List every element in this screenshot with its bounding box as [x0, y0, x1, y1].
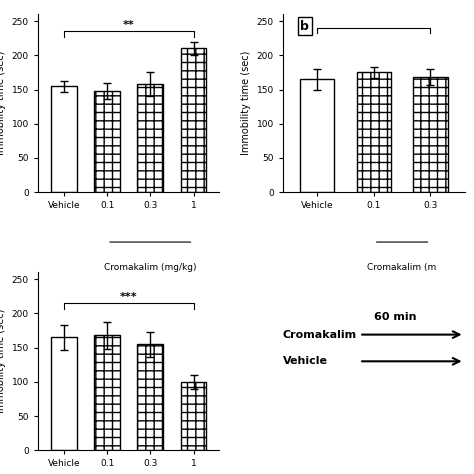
Text: Cromakalim (m: Cromakalim (m [367, 264, 437, 273]
Bar [300, 79, 334, 192]
Bar [94, 91, 120, 192]
Text: b: b [301, 19, 309, 33]
Text: ***: *** [120, 292, 137, 302]
Bar [51, 337, 77, 450]
Bar [181, 382, 207, 450]
Bar [94, 335, 120, 450]
Bar [413, 77, 447, 192]
Bar [137, 84, 163, 192]
Bar [357, 73, 391, 192]
Y-axis label: Immobility time (sec): Immobility time (sec) [0, 51, 6, 155]
Text: Cromakalim (mg/kg): Cromakalim (mg/kg) [104, 264, 197, 273]
Bar [51, 86, 77, 192]
Bar [181, 48, 207, 192]
Text: Vehicle: Vehicle [283, 356, 328, 366]
Y-axis label: Immobility time (sec): Immobility time (sec) [241, 51, 251, 155]
Bar [137, 344, 163, 450]
Y-axis label: Immobility time (sec): Immobility time (sec) [0, 309, 6, 413]
Text: 60 min: 60 min [374, 312, 417, 322]
Text: **: ** [123, 20, 135, 30]
Text: Cromakalim: Cromakalim [283, 329, 357, 339]
